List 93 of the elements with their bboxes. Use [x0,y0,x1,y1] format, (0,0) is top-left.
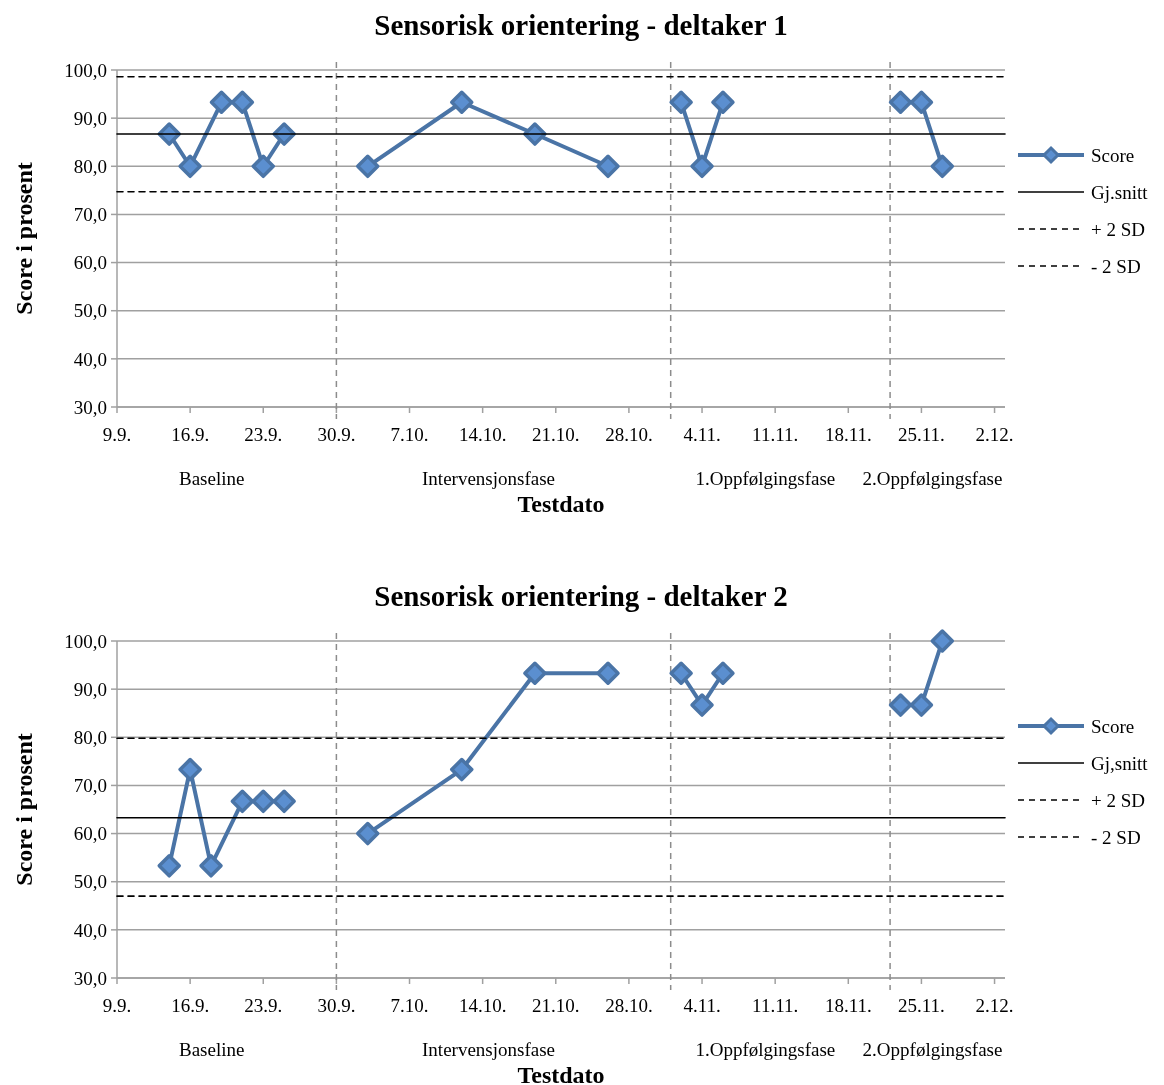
x-tick-label: 9.9. [102,424,132,445]
point [209,90,234,115]
y-axis-title: Score i prosent [11,162,37,315]
legend-label: - 2 SD [1091,255,1141,277]
y-tick-label: 30,0 [73,967,107,989]
point [690,154,714,179]
point [669,661,693,686]
text: 2.Oppfølgingsfase [862,468,1003,489]
text: Intervensjonsfase [422,1039,556,1060]
y-tick-label: 100,0 [64,59,107,81]
text: Baseline [178,1039,245,1060]
text: 1.Oppfølgingsfase [695,1039,836,1060]
point [450,90,474,115]
chart-title: Sensorisk orientering - deltaker 1 [374,9,788,41]
x-tick-label: 28.10. [605,995,653,1016]
legend-label: + 2 SD [1091,218,1146,240]
y-tick-label: 50,0 [73,300,107,322]
point [888,90,913,115]
x-tick-label: 16.9. [171,424,210,445]
y-tick-label: 50,0 [73,871,107,893]
legend-label: + 2 SD [1091,789,1146,811]
legend-label: Gj,snitt [1091,752,1149,774]
point [690,693,714,717]
x-axis-title: Testdato [517,491,605,517]
text: 1.Oppfølgingsfase [695,468,836,489]
point [355,821,380,846]
y-tick-label: 80,0 [73,155,107,177]
point [909,90,934,115]
x-tick-label: 30.9. [317,995,356,1016]
text: 2.Oppfølgingsfase [862,1039,1003,1060]
y-tick-label: 60,0 [73,252,107,274]
point [251,154,276,179]
x-tick-label: 4.11. [683,424,721,445]
x-tick-label: 14.10. [458,424,507,445]
point [230,789,255,814]
y-tick-label: 40,0 [73,919,107,941]
legend-label: Score [1091,144,1135,166]
point [178,154,202,179]
y-tick-label: 70,0 [73,775,107,797]
point [355,154,380,179]
point [930,629,955,653]
point [596,661,620,686]
x-tick-label: 16.9. [171,995,210,1016]
chart-title: Sensorisk orientering - deltaker 2 [374,580,788,612]
text: Baseline [178,468,245,489]
x-tick-label: 2.12. [975,995,1014,1016]
legend-label: Gj.snitt [1091,181,1149,203]
x-tick-label: 28.10. [605,424,653,445]
point [930,154,955,179]
y-tick-label: 60,0 [73,823,107,845]
point [711,661,735,686]
point [450,757,474,782]
x-tick-label: 11.11. [752,424,799,445]
x-tick-label: 2.12. [975,424,1014,445]
legend-label: Score [1091,715,1135,737]
y-tick-label: 40,0 [73,348,107,370]
x-tick-label: 4.11. [683,995,721,1016]
point [199,854,223,878]
text: Intervensjonsfase [422,468,556,489]
x-tick-label: 18.11. [824,424,872,445]
y-tick-label: 30,0 [73,396,107,418]
x-tick-label: 7.10. [390,995,429,1016]
x-tick-label: 21.10. [532,995,580,1016]
point [909,693,934,717]
x-tick-label: 18.11. [824,995,872,1016]
point [157,854,181,878]
point [230,90,255,115]
y-tick-label: 80,0 [73,726,107,748]
x-tick-label: 30.9. [317,424,356,445]
x-tick-label: 23.9. [244,424,283,445]
x-tick-label: 25.11. [898,995,945,1016]
point [669,90,693,115]
x-tick-label: 23.9. [244,995,283,1016]
point [523,661,547,686]
x-tick-label: 14.10. [458,995,507,1016]
y-tick-label: 100,0 [64,630,107,652]
x-tick-label: 25.11. [898,424,945,445]
x-tick-label: 9.9. [102,995,132,1016]
y-tick-label: 90,0 [73,678,107,700]
x-tick-label: 21.10. [532,424,580,445]
point [178,757,202,782]
x-tick-label: 11.11. [752,995,799,1016]
y-axis-title: Score i prosent [11,733,37,886]
point [596,154,620,179]
point [888,693,913,717]
point [251,789,276,814]
y-tick-label: 90,0 [73,107,107,129]
x-axis-title: Testdato [517,1062,605,1085]
y-tick-label: 70,0 [73,204,107,226]
point [711,90,735,115]
legend-label: - 2 SD [1091,826,1141,848]
x-tick-label: 7.10. [390,424,429,445]
point [272,789,296,814]
